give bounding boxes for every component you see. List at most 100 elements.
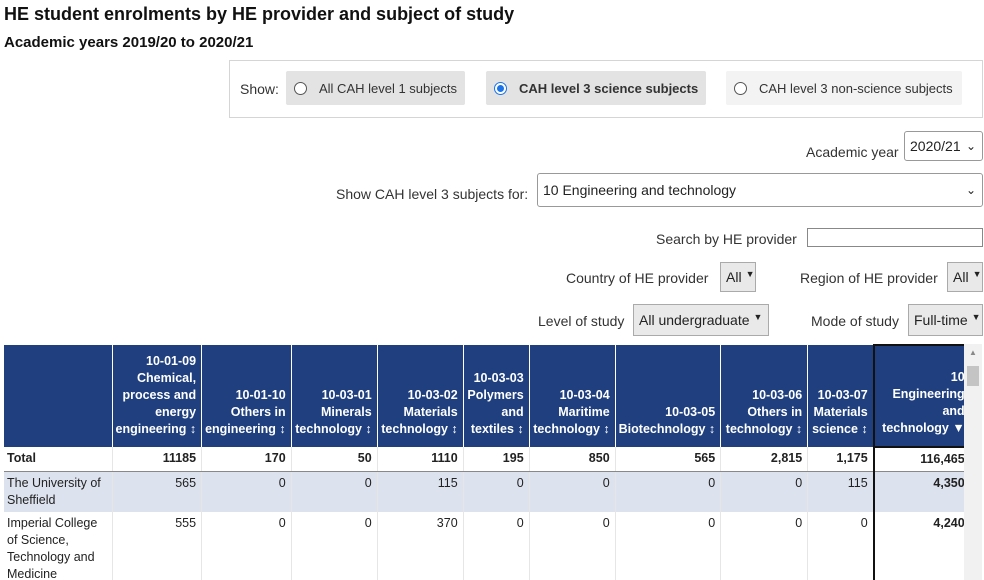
academic-year-label: Academic year [806,144,899,160]
chevron-down-icon: ⌄ [965,183,976,197]
country-filter-button[interactable]: All ▼ [720,262,756,292]
column-header-line: engineering ↕ [115,422,197,436]
option-label: CAH level 3 science subjects [519,80,699,96]
column-header-line: technology ↕ [381,422,458,436]
value-cell: 0 [291,512,378,580]
option-label: CAH level 3 non-science subjects [759,80,953,96]
column-header-line: science ↕ [812,422,868,436]
column-header-line: and [501,405,524,419]
cah-subject-value: 10 Engineering and technology [543,182,737,198]
table-header-row: 10-01-09 Chemical, process and energy engine… [4,344,972,448]
column-header[interactable]: 10-03-05 Biotechnology ↕ [615,345,722,447]
table-total-row: Total 11185 170 50 1110 195 850 565 2,815 1,175 11… [4,447,972,472]
column-header-line: 10-01-10 [235,388,286,402]
enrolments-table-container: 10-01-09 Chemical, process and energy engine… [4,344,984,580]
value-cell: 4,240 [872,512,972,580]
show-options-panel: Show: All CAH level 1 subjects CAH level… [229,60,983,118]
value-cell: 4,350 [872,471,972,512]
value-cell: 50 [291,447,378,472]
value-cell: 565 [615,447,722,472]
value-cell: 1110 [377,447,464,472]
column-header[interactable]: 10-03-01 Minerals technology ↕ [291,345,378,447]
column-header-line: Maritime [558,405,610,419]
academic-year-select[interactable]: 2020/21 ⌄ [904,131,983,161]
column-header-provider [4,345,113,447]
column-header-line: 10-03-03 [473,371,524,385]
column-header[interactable]: 10 Engineering and technology ▼ [872,344,972,448]
value-cell: 555 [112,512,203,580]
radio-icon[interactable] [734,81,747,95]
column-header[interactable]: 10-03-06 Others in technology ↕ [720,345,809,447]
column-header[interactable]: 10-03-02 Materials technology ↕ [377,345,464,447]
option-cah-level-3-science[interactable]: CAH level 3 science subjects [486,71,706,105]
value-cell: 370 [377,512,464,580]
value-cell: 0 [201,512,292,580]
caret-down-icon: ▼ [972,269,982,279]
country-label: Country of HE provider [566,270,709,286]
column-header[interactable]: 10-03-07 Materials science ↕ [807,345,875,447]
radio-icon[interactable] [294,81,307,95]
column-header-line: Polymers [467,388,524,402]
cah-subject-select[interactable]: 10 Engineering and technology ⌄ [537,173,983,207]
table-row: Imperial College of Science, Technology … [4,512,972,580]
value-cell: 1,175 [807,447,875,472]
show-label: Show: [240,81,279,97]
column-header-line: Biotechnology ↕ [618,422,716,436]
value-cell: 0 [529,512,616,580]
level-of-study-value: All undergraduate [639,312,750,328]
column-header[interactable]: 10-03-04 Maritime technology ↕ [529,345,616,447]
region-filter-button[interactable]: All ▼ [947,262,983,292]
column-header[interactable]: 10-01-09 Chemical, process and energy engine… [112,345,203,447]
value-cell: 2,815 [720,447,809,472]
value-cell: 11185 [112,447,203,472]
value-cell: 0 [529,471,616,512]
column-header-line: 10-03-06 [752,388,803,402]
option-cah-level-1[interactable]: All CAH level 1 subjects [286,71,465,105]
column-header-line: 10-03-04 [559,388,610,402]
value-cell: 0 [807,512,875,580]
column-header-line: process and [122,388,197,402]
scroll-up-arrow-icon[interactable]: ▲ [969,348,977,357]
value-cell: 0 [463,512,530,580]
page-subtitle: Academic years 2019/20 to 2020/21 [4,34,254,51]
chevron-down-icon: ⌄ [965,139,976,153]
value-cell: 0 [615,512,722,580]
column-header-line: textiles ↕ [470,422,524,436]
academic-year-value: 2020/21 [910,138,961,154]
column-header-line: energy [155,405,197,419]
value-cell: 0 [720,471,809,512]
value-cell: 565 [112,471,203,512]
scrollbar-thumb[interactable] [967,366,979,386]
column-header-line: technology ▼ [882,421,965,435]
column-header[interactable]: 10-03-03 Polymers and textiles ↕ [463,345,530,447]
column-header-line: and [942,404,965,418]
value-cell: 0 [463,471,530,512]
value-cell: 0 [615,471,722,512]
value-cell: 0 [291,471,378,512]
provider-name-cell: Imperial College of Science, Technology … [4,512,113,580]
provider-name-cell: The University of Sheffield [4,471,113,512]
value-cell: 115 [807,471,875,512]
column-header-line: Others in [230,405,286,419]
mode-of-study-button[interactable]: Full-time ▼ [908,304,983,336]
column-header[interactable]: 10-01-10 Others in engineering ↕ [201,345,292,447]
option-cah-level-3-non-science[interactable]: CAH level 3 non-science subjects [726,71,962,105]
radio-selected-icon[interactable] [494,81,507,95]
value-cell: 170 [201,447,292,472]
caret-down-icon: ▼ [745,269,755,279]
column-header-line: 10-01-09 [146,354,197,368]
column-header-line: 10-03-01 [321,388,372,402]
table-scrollbar[interactable]: ▲ [964,344,982,580]
column-header-line: Others in [747,405,803,419]
region-value: All [953,269,969,285]
option-label: All CAH level 1 subjects [319,80,457,96]
caret-down-icon: ▼ [753,312,763,322]
column-header-line: technology ↕ [725,422,803,436]
column-header-line: Engineering [892,387,965,401]
column-header-line: 10-03-02 [407,388,458,402]
column-header-line: 10 [950,370,965,384]
country-value: All [726,269,742,285]
value-cell: 195 [463,447,530,472]
level-of-study-button[interactable]: All undergraduate ▼ [633,304,769,336]
search-provider-input[interactable] [807,228,983,247]
